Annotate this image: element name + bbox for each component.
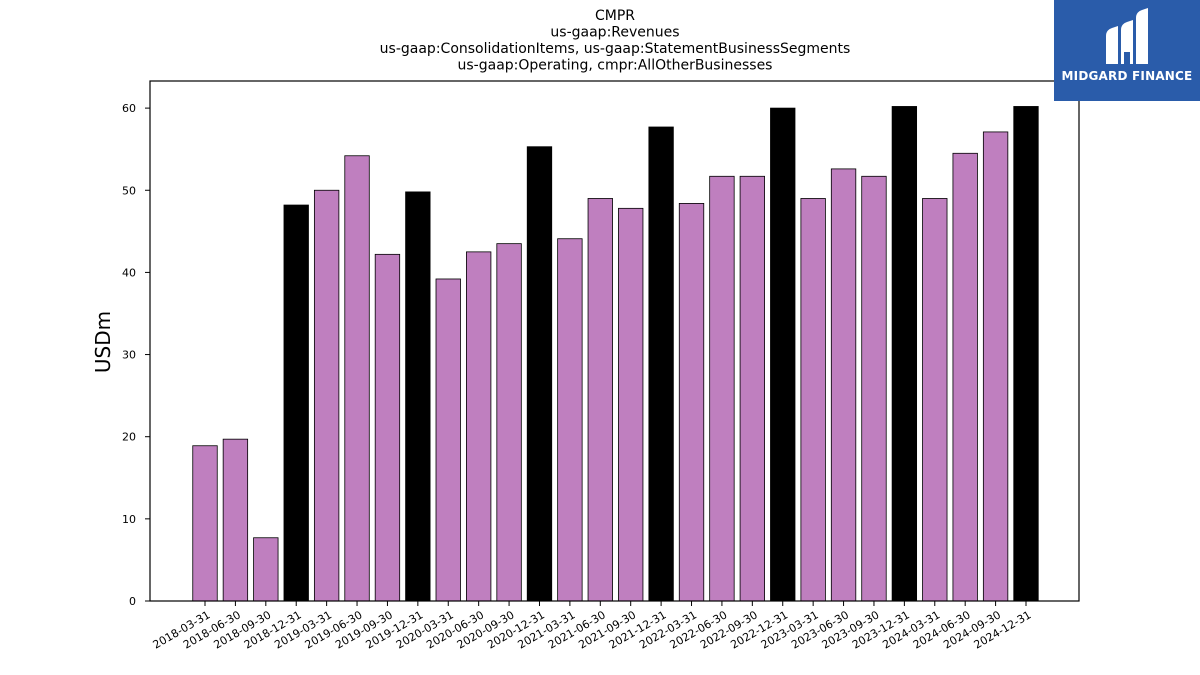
bar: [587, 198, 613, 602]
bar: [1013, 106, 1039, 602]
bars-group: [192, 106, 1039, 602]
bar: [678, 203, 705, 602]
bar: [435, 278, 461, 602]
logo-text: MIDGARD FINANCE: [1061, 69, 1193, 83]
bar: [526, 146, 553, 602]
bar: [222, 438, 249, 602]
title-line: CMPR: [595, 8, 635, 24]
bar: [830, 168, 857, 602]
bar: [618, 207, 644, 602]
midgard-m-logo-icon: [1106, 8, 1148, 64]
bar: [405, 191, 431, 602]
title-line: us-gaap:Revenues: [550, 25, 679, 41]
y-tick-label: 10: [122, 513, 136, 526]
chart-title: CMPRus-gaap:Revenuesus-gaap:Consolidatio…: [380, 8, 851, 74]
bar: [861, 175, 887, 602]
bar: [557, 238, 583, 602]
y-axis-label: USDm: [91, 311, 115, 373]
bar: [374, 253, 401, 602]
bar: [344, 155, 370, 602]
bar: [283, 204, 309, 602]
y-tick-label: 40: [122, 266, 136, 279]
title-line: us-gaap:Operating, cmpr:AllOtherBusiness…: [458, 58, 773, 74]
bar: [466, 251, 492, 602]
y-tick-label: 60: [122, 102, 136, 115]
bar: [739, 175, 765, 602]
bar: [648, 126, 674, 602]
bar: [891, 106, 918, 602]
bar: [982, 131, 1009, 602]
bar: [496, 243, 522, 602]
y-tick-label: 50: [122, 184, 136, 197]
bar: [709, 175, 735, 602]
title-line: us-gaap:ConsolidationItems, us-gaap:Stat…: [380, 41, 851, 57]
y-tick-label: 30: [122, 349, 136, 362]
bar: [800, 198, 826, 602]
y-tick-label: 20: [122, 431, 136, 444]
bar: [922, 198, 948, 602]
bar: [770, 107, 796, 602]
bar: [313, 189, 340, 602]
plot-frame: [149, 80, 1080, 602]
midgard-finance-logo: MIDGARD FINANCE: [1054, 0, 1200, 101]
bar: [253, 537, 279, 602]
bar: [192, 445, 218, 602]
bar: [952, 152, 978, 602]
y-tick-label: 0: [129, 595, 136, 608]
